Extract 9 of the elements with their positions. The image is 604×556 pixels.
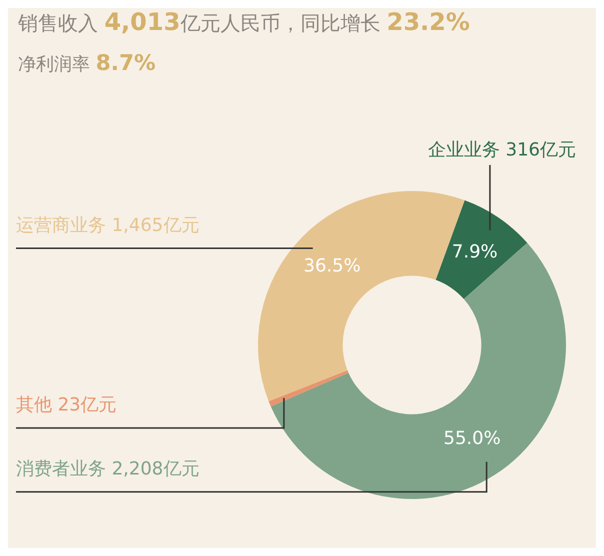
data-label: 55.0% xyxy=(443,428,501,449)
slice-label: 企业业务 316亿元 xyxy=(428,140,576,161)
slice-label: 其他 23亿元 xyxy=(16,394,117,416)
slice-label: 消费者业务 2,208亿元 xyxy=(16,458,200,480)
slice-label: 运营商业务 1,465亿元 xyxy=(16,214,200,236)
chart-title: 销售收入 4,013亿元人民币，同比增长 23.2% xyxy=(18,8,470,36)
data-label: 36.5% xyxy=(304,256,361,277)
chart-subtitle: 净利润率 8.7% xyxy=(18,51,156,76)
data-label: 7.9% xyxy=(452,241,498,262)
